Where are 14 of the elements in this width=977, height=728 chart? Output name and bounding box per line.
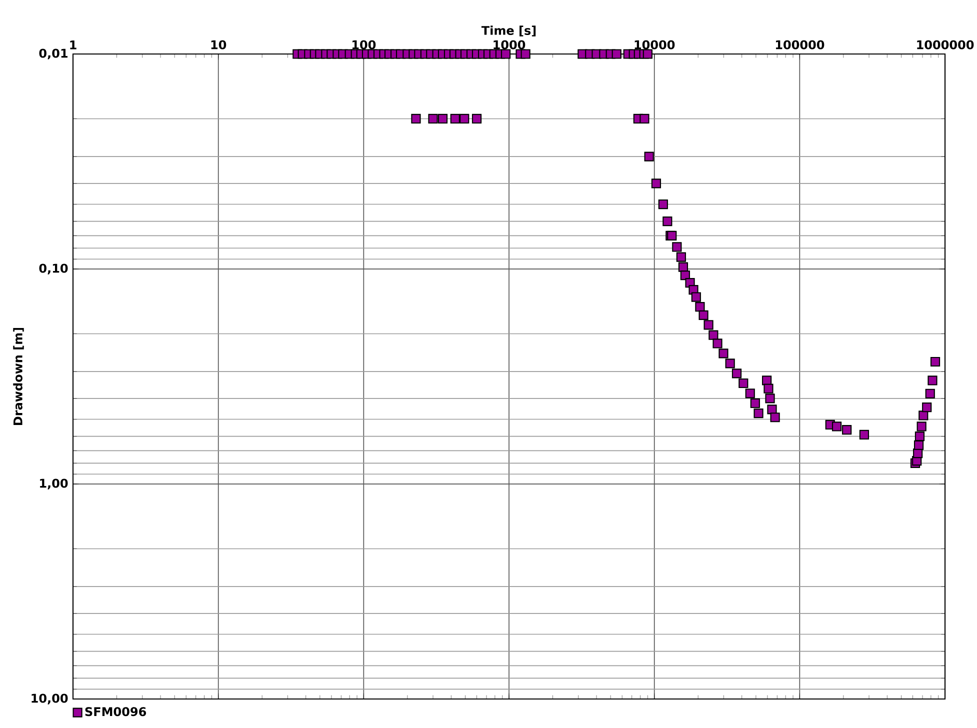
y-tick-label: 0,10 bbox=[39, 264, 68, 274]
y-tick-label: 1,00 bbox=[40, 478, 68, 490]
x-axis-title: Time [s] bbox=[481, 26, 536, 36]
x-tick-label: 1000 bbox=[494, 40, 526, 50]
x-tick-label: 1 bbox=[70, 40, 76, 50]
y-axis-title: Drawdown [m] bbox=[13, 328, 24, 425]
y-tick-label: 0,01 bbox=[39, 48, 68, 60]
x-tick-label: 10 bbox=[211, 40, 226, 50]
x-tick-label: 100 bbox=[352, 40, 376, 50]
y-tick-label: 10,00 bbox=[32, 694, 68, 704]
x-tick-label: 10000 bbox=[634, 40, 675, 50]
x-tick-label: 1000000 bbox=[917, 40, 974, 50]
x-tick-label: 100000 bbox=[776, 40, 824, 50]
legend-label: SFM0096 bbox=[85, 707, 146, 716]
